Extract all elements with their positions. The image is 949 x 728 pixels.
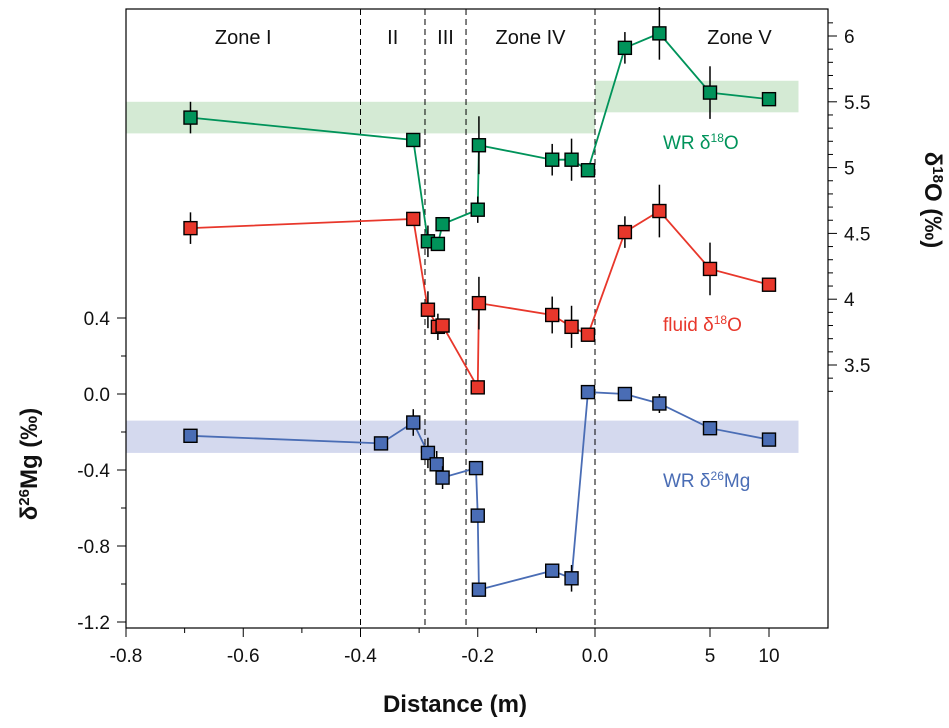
x-tick-label: 10: [758, 646, 779, 667]
data-point: [470, 380, 485, 395]
data-point: [580, 327, 596, 342]
data-point: [429, 457, 444, 472]
y-right-tick-label: 5.5: [844, 93, 870, 114]
data-point: [430, 236, 446, 252]
y-left-tick-label: -1.2: [77, 613, 110, 634]
data-point: [420, 445, 436, 461]
data-point: [761, 432, 777, 447]
data-point: [580, 163, 596, 178]
series-label: fluid δ18O: [663, 313, 742, 336]
data-point: [761, 277, 777, 292]
data-point: [564, 319, 579, 335]
x-tick-label: -0.2: [461, 646, 494, 667]
x-tick-label: 0.0: [582, 646, 608, 667]
data-point: [545, 152, 560, 167]
series-label: WR δ26Mg: [663, 469, 750, 492]
data-point: [702, 85, 718, 100]
data-point: [702, 261, 718, 277]
data-point: [373, 436, 389, 451]
x-tick-label: -0.6: [227, 646, 260, 667]
y-left-tick-label: 0.4: [84, 309, 111, 330]
data-series: [183, 7, 777, 597]
data-point: [702, 421, 718, 436]
y-left-tick-label: -0.8: [77, 537, 110, 558]
y-right-tick-label: 5: [844, 159, 855, 180]
zone-label: Zone V: [707, 27, 772, 49]
data-point: [545, 307, 560, 323]
zone-label: III: [437, 27, 454, 49]
data-point: [652, 396, 667, 411]
data-point: [471, 582, 487, 597]
y-left-tick-label: 0.0: [84, 385, 110, 406]
data-point: [183, 428, 198, 443]
zone-label: II: [387, 27, 398, 49]
y-right-tick-label: 6: [844, 27, 855, 48]
y-left-tick-label: -0.4: [77, 461, 110, 482]
y-right-tick-label: 3.5: [844, 356, 870, 377]
data-point: [406, 415, 421, 430]
data-point: [564, 152, 579, 167]
data-point: [471, 138, 487, 153]
y-axis-title-right: δ18O (‰): [919, 152, 947, 249]
data-point: [761, 91, 777, 107]
zone-label: Zone IV: [495, 27, 566, 49]
data-point: [652, 26, 667, 41]
x-tick-label: -0.4: [344, 646, 377, 667]
data-point: [470, 508, 485, 523]
data-point: [470, 202, 485, 217]
reference-band: [126, 420, 799, 453]
data-point: [580, 384, 596, 400]
x-tick-label: 5: [705, 646, 716, 667]
zone-label: Zone I: [215, 27, 272, 49]
data-point: [468, 460, 484, 476]
y-right-tick-label: 4: [844, 290, 855, 311]
data-point: [420, 302, 436, 317]
series-line: [190, 391, 770, 591]
data-point: [435, 470, 450, 485]
data-point: [183, 220, 198, 236]
x-tick-label: -0.8: [110, 646, 143, 667]
data-point: [545, 563, 560, 578]
data-point: [617, 40, 633, 56]
data-point: [406, 132, 421, 148]
series-label: WR δ18O: [663, 131, 739, 154]
y-axis-title-left: δ26Mg (‰): [16, 408, 44, 521]
data-point: [183, 110, 198, 125]
zone-boundaries: [360, 9, 596, 628]
data-point: [617, 224, 633, 240]
y-right-tick-label: 4.5: [844, 224, 870, 245]
data-point: [617, 386, 633, 402]
axes: -0.8 -0.6 -0.4 -0.2 0.0 5 100.40.0-0.4-0.8-1.2…: [77, 22, 870, 667]
data-point: [652, 203, 667, 219]
data-point: [435, 318, 450, 333]
reference-band: [126, 101, 595, 134]
data-point: [564, 571, 579, 586]
data-point: [406, 211, 421, 227]
data-point: [471, 295, 487, 311]
data-point: [435, 216, 450, 232]
x-axis-title: Distance (m): [383, 691, 527, 718]
